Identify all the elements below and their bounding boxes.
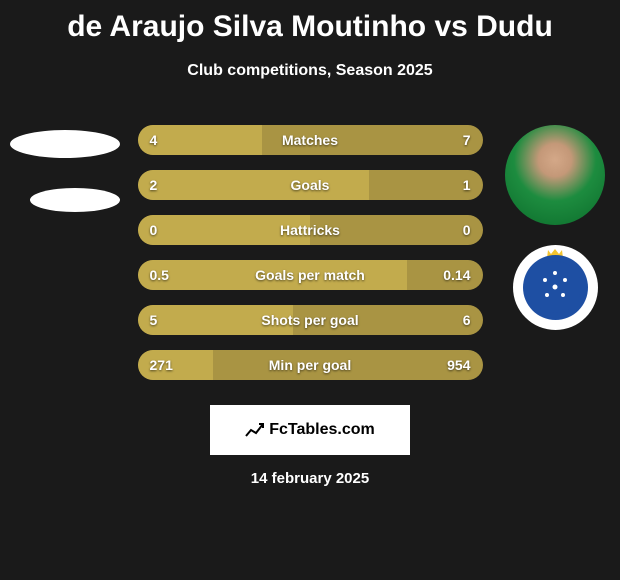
stat-value-left: 2	[150, 177, 158, 193]
stat-value-right: 0	[463, 222, 471, 238]
club-emblem-icon	[528, 260, 583, 315]
stat-bars: 4 Matches 7 2 Goals 1 0 Hattricks 0 0.5 …	[138, 125, 483, 380]
stat-label: Goals	[291, 177, 330, 193]
stat-label: Min per goal	[269, 357, 351, 373]
stat-value-right: 7	[463, 132, 471, 148]
player-right-avatar	[505, 125, 605, 225]
attribution-text: FcTables.com	[269, 421, 375, 439]
chart-icon	[245, 422, 265, 438]
stat-value-left: 5	[150, 312, 158, 328]
stat-label: Shots per goal	[261, 312, 358, 328]
stat-value-left: 4	[150, 132, 158, 148]
stat-value-right: 954	[447, 357, 470, 373]
stat-row-shots-per-goal: 5 Shots per goal 6	[138, 305, 483, 335]
left-player-column	[8, 125, 123, 212]
stats-area: 4 Matches 7 2 Goals 1 0 Hattricks 0 0.5 …	[0, 125, 620, 380]
stat-label: Goals per match	[255, 267, 365, 283]
stat-row-goals: 2 Goals 1	[138, 170, 483, 200]
club-left-logo-placeholder	[30, 188, 120, 212]
stat-value-right: 6	[463, 312, 471, 328]
stat-value-left: 271	[150, 357, 173, 373]
stat-row-matches: 4 Matches 7	[138, 125, 483, 155]
stat-label: Matches	[282, 132, 338, 148]
club-logo-inner	[523, 255, 588, 320]
stat-value-right: 1	[463, 177, 471, 193]
stat-value-left: 0.5	[150, 267, 169, 283]
stat-row-hattricks: 0 Hattricks 0	[138, 215, 483, 245]
attribution-badge: FcTables.com	[210, 405, 410, 455]
player-left-avatar-placeholder	[10, 130, 120, 158]
stat-row-goals-per-match: 0.5 Goals per match 0.14	[138, 260, 483, 290]
stat-value-left: 0	[150, 222, 158, 238]
club-right-logo	[513, 245, 598, 330]
stat-fill	[138, 170, 369, 200]
right-player-column	[498, 125, 613, 330]
comparison-date: 14 february 2025	[251, 470, 369, 487]
stat-row-min-per-goal: 271 Min per goal 954	[138, 350, 483, 380]
comparison-subtitle: Club competitions, Season 2025	[187, 62, 432, 80]
stat-label: Hattricks	[280, 222, 340, 238]
comparison-title: de Araujo Silva Moutinho vs Dudu	[67, 10, 553, 44]
stat-value-right: 0.14	[443, 267, 470, 283]
